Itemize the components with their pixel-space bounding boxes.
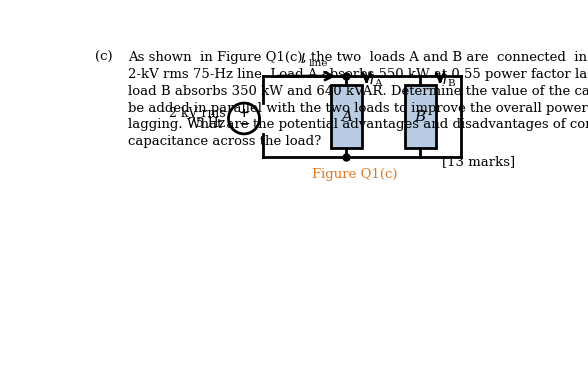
Text: A: A xyxy=(375,79,382,88)
Text: lagging. What are the potential advantages and disadvantages of connecting the: lagging. What are the potential advantag… xyxy=(128,118,588,131)
Text: $I$: $I$ xyxy=(443,73,448,87)
Text: (c): (c) xyxy=(95,51,113,64)
Text: be added in parallel with the two loads to improve the overall power factor to 0: be added in parallel with the two loads … xyxy=(128,101,588,114)
Text: 2-kV rms 75-Hz line. Load A absorbs 550 kW at 0.55 power factor lagging, and the: 2-kV rms 75-Hz line. Load A absorbs 550 … xyxy=(128,68,588,81)
Text: 75 Hz: 75 Hz xyxy=(188,117,225,129)
Text: $I$: $I$ xyxy=(369,73,375,87)
Text: load B absorbs 350 kW and 640 kVAR. Determine the value of the capacitor that sh: load B absorbs 350 kW and 640 kVAR. Dete… xyxy=(128,84,588,98)
Text: A: A xyxy=(341,109,352,124)
Text: +: + xyxy=(239,107,249,119)
Text: line: line xyxy=(308,59,328,68)
Text: B: B xyxy=(448,79,456,88)
Bar xyxy=(331,85,362,148)
Text: −: − xyxy=(238,117,250,131)
Text: $I$: $I$ xyxy=(299,52,305,66)
Text: Figure Q1(c): Figure Q1(c) xyxy=(312,168,397,181)
Text: capacitance across the load?: capacitance across the load? xyxy=(128,136,321,148)
Text: As shown  in Figure Q1(c), the two  loads A and B are  connected  in parallel ac: As shown in Figure Q1(c), the two loads … xyxy=(128,51,588,64)
Text: 2 kV rms: 2 kV rms xyxy=(169,108,225,120)
Text: [13 marks]: [13 marks] xyxy=(442,156,515,169)
Bar xyxy=(405,85,436,148)
Text: B: B xyxy=(415,109,426,124)
